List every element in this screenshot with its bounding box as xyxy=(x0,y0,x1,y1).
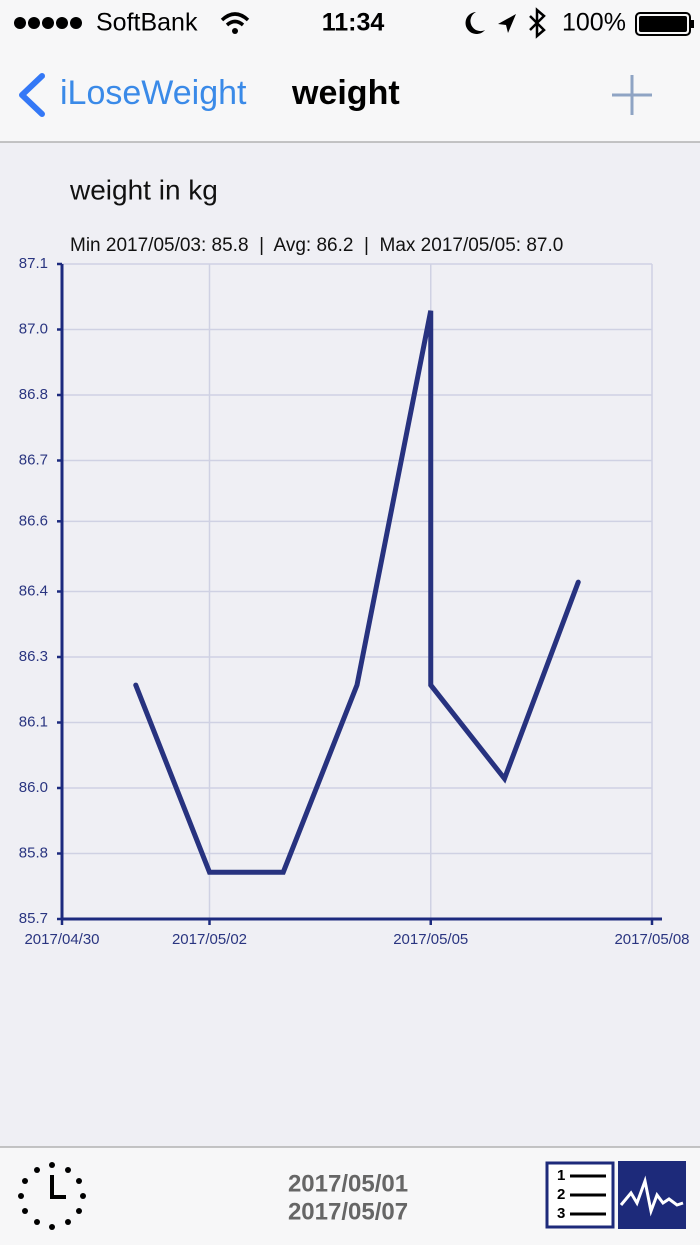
y-tick-label: 85.8 xyxy=(19,844,48,861)
list-button[interactable]: 1 2 3 xyxy=(545,1161,615,1229)
location-icon xyxy=(498,14,516,33)
add-button[interactable] xyxy=(612,75,652,115)
chart-subtitle: Min 2017/05/03: 85.8 | Avg: 86.2 | Max 2… xyxy=(70,235,563,256)
svg-text:3: 3 xyxy=(557,1205,565,1222)
chart-title: weight in kg xyxy=(69,174,218,205)
y-tick-label: 86.1 xyxy=(19,713,48,730)
wifi-dot xyxy=(232,28,238,34)
back-chevron[interactable] xyxy=(19,73,45,117)
y-tick-label: 86.3 xyxy=(19,648,48,665)
x-tick-label: 2017/05/08 xyxy=(614,931,689,948)
battery-frame xyxy=(635,12,691,36)
svg-text:1: 1 xyxy=(557,1167,565,1184)
y-tick-label: 86.8 xyxy=(19,386,48,403)
header-bg xyxy=(0,0,700,142)
x-tick-label: 2017/05/02 xyxy=(172,931,247,948)
carrier: SoftBank xyxy=(96,9,198,37)
battery-level xyxy=(639,16,687,32)
moon-icon xyxy=(465,12,485,34)
signal-dots xyxy=(14,17,82,29)
chart-button[interactable] xyxy=(618,1161,686,1229)
y-tick-label: 86.4 xyxy=(19,582,48,599)
nav-title: weight xyxy=(291,74,400,112)
clock-button[interactable] xyxy=(18,1162,86,1230)
x-tick-label: 2017/05/05 xyxy=(393,931,468,948)
battery-tip xyxy=(691,20,694,28)
start-date: 2017/05/01 xyxy=(288,1170,408,1197)
x-tick-label: 2017/04/30 xyxy=(24,931,99,948)
battery-text: 100% xyxy=(562,9,626,37)
bluetooth-icon xyxy=(529,7,546,39)
end-date: 2017/05/07 xyxy=(288,1198,408,1225)
y-tick-label: 86.6 xyxy=(19,512,48,529)
y-tick-label: 86.0 xyxy=(19,779,48,796)
data-line xyxy=(133,310,581,875)
plot: 85.7 85.8 86.0 86.1 86.3 86.4 86.6 86.7 86.8 87.0… xyxy=(19,255,690,948)
y-tick-label: 86.7 xyxy=(19,451,48,468)
y-tick-label: 87.1 xyxy=(19,255,48,272)
back-button[interactable]: iLoseWeight xyxy=(60,74,247,112)
y-tick-label: 85.7 xyxy=(19,910,48,927)
clock: 11:34 xyxy=(322,9,385,37)
wifi-icon xyxy=(220,12,250,27)
y-tick-label: 87.0 xyxy=(19,320,48,337)
svg-text:2: 2 xyxy=(557,1186,565,1203)
